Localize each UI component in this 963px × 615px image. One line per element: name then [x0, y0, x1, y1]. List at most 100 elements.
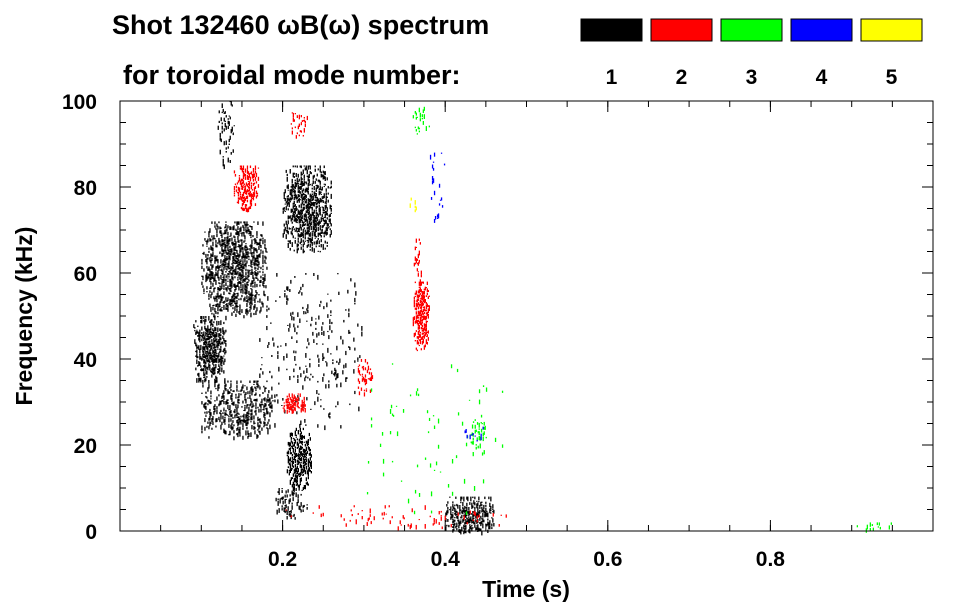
spectrum-speckle: [214, 274, 216, 278]
spectrum-speckle: [293, 442, 295, 447]
spectrum-speckle: [348, 308, 350, 312]
spectrum-speckle: [231, 263, 233, 265]
spectrum-speckle: [294, 407, 296, 412]
spectrum-speckle: [389, 431, 392, 435]
spectrum-speckle: [255, 190, 258, 195]
spectrum-speckle: [250, 171, 253, 175]
spectrum-speckle: [205, 415, 207, 417]
spectrum-speckle: [209, 421, 211, 427]
spectrum-speckle: [312, 512, 314, 514]
spectrum-speckle: [296, 441, 298, 446]
spectrum-speckle: [297, 468, 299, 473]
spectrum-speckle: [292, 486, 294, 491]
spectrum-speckle: [299, 209, 301, 211]
spectrum-speckle: [236, 428, 238, 431]
spectrum-speckle: [221, 421, 223, 426]
spectrum-speckle: [247, 186, 250, 189]
spectrum-speckle: [418, 344, 420, 347]
spectrum-speckle: [228, 121, 230, 126]
spectrum-speckle: [421, 315, 423, 318]
spectrum-speckle: [295, 227, 297, 232]
spectrum-speckle: [236, 182, 239, 185]
spectrum-speckle: [426, 292, 428, 296]
spectrum-speckle: [478, 389, 481, 394]
spectrum-speckle: [318, 232, 320, 235]
spectrum-speckle: [369, 514, 371, 517]
spectrum-speckle: [233, 246, 235, 251]
spectrum-speckle: [331, 330, 333, 333]
spectrum-speckle: [206, 261, 208, 265]
spectrum-speckle: [298, 488, 300, 491]
spectrum-speckle: [316, 217, 318, 221]
spectrum-speckle: [260, 238, 262, 242]
spectrum-speckle: [300, 212, 302, 216]
spectrum-speckle: [213, 343, 215, 346]
spectrum-speckle: [294, 458, 296, 464]
spectrum-speckle: [206, 328, 208, 333]
spectrum-speckle: [205, 391, 207, 394]
spectrum-speckle: [425, 315, 427, 320]
spectrum-speckle: [243, 315, 245, 319]
spectrum-speckle: [289, 397, 291, 400]
spectrum-speckle: [204, 364, 206, 368]
spectrum-speckle: [287, 184, 289, 189]
spectrum-speckle: [239, 304, 241, 309]
spectrum-speckle: [295, 436, 297, 438]
spectrum-speckle: [317, 221, 319, 227]
spectrum-speckle: [236, 265, 238, 267]
spectrum-speckle: [477, 502, 479, 507]
spectrum-speckle: [471, 507, 473, 509]
spectrum-speckle: [285, 234, 287, 240]
spectrum-speckle: [239, 434, 241, 437]
spectrum-speckle: [207, 399, 209, 402]
spectrum-speckle: [402, 515, 404, 519]
spectrum-speckle: [298, 407, 300, 409]
spectrum-speckle: [223, 275, 225, 279]
spectrum-speckle: [307, 209, 309, 212]
spectrum-speckle: [291, 232, 293, 236]
spectrum-speckle: [333, 373, 335, 376]
spectrum-speckle: [298, 473, 300, 476]
spectrum-speckle: [205, 316, 207, 319]
spectrum-speckle: [194, 329, 196, 332]
spectrum-region-mode-1: [286, 427, 312, 491]
spectrum-speckle: [258, 254, 260, 258]
spectrum-speckle: [415, 206, 417, 211]
spectrum-speckle: [299, 427, 301, 432]
spectrum-speckle: [253, 405, 255, 407]
spectrum-speckle: [290, 197, 292, 201]
spectrum-speckle: [440, 515, 442, 517]
spectrum-speckle: [205, 318, 207, 322]
spectrum-speckle: [224, 347, 226, 352]
spectrum-speckle: [320, 217, 322, 223]
spectrum-speckle: [417, 290, 419, 294]
spectrum-speckle: [207, 359, 209, 363]
spectrum-speckle: [417, 341, 419, 345]
spectrum-speckle: [314, 181, 316, 184]
spectrum-speckle: [237, 412, 239, 414]
spectrum-speckle: [215, 327, 217, 331]
spectrum-speckle: [284, 293, 286, 298]
spectrum-speckle: [242, 266, 244, 270]
spectrum-speckle: [415, 307, 417, 311]
spectrum-speckle: [421, 340, 423, 345]
spectrum-speckle: [251, 409, 253, 412]
spectrum-speckle: [261, 364, 263, 366]
spectrum-speckle: [247, 226, 249, 232]
spectrum-speckle: [230, 290, 232, 292]
spectrum-speckle: [426, 410, 429, 414]
spectrum-speckle: [219, 369, 221, 372]
spectrum-speckle: [306, 320, 308, 322]
spectrum-speckle: [221, 234, 223, 239]
spectrum-speckle: [324, 210, 326, 213]
spectrum-speckle: [221, 232, 223, 234]
spectrum-speckle: [207, 329, 209, 334]
spectrum-speckle: [418, 519, 420, 521]
spectrum-speckle: [472, 496, 474, 499]
spectrum-speckle: [254, 186, 257, 189]
spectrum-speckle: [479, 443, 481, 449]
spectrum-speckle: [435, 461, 438, 466]
spectrum-speckle: [210, 343, 212, 347]
spectrum-speckle: [237, 186, 240, 191]
spectrum-speckle: [323, 209, 325, 212]
